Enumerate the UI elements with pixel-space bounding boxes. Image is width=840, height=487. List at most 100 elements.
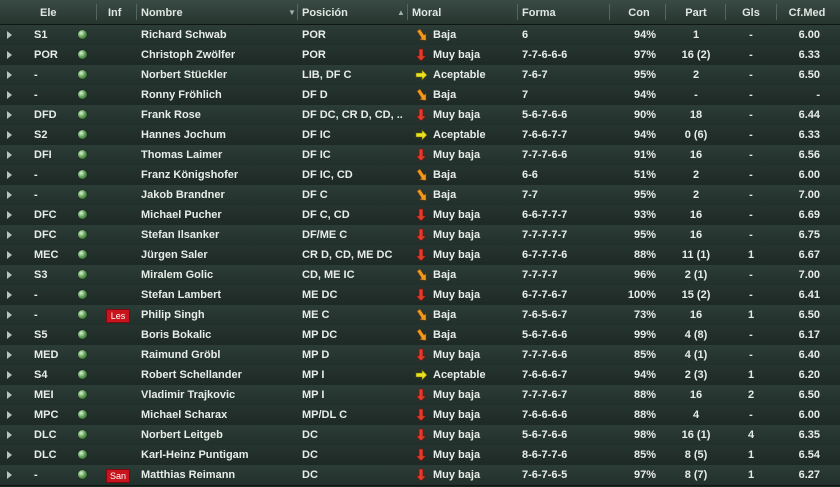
column-divider[interactable] — [297, 4, 298, 20]
table-row[interactable]: S2 Hannes Jochum DF IC Aceptable 7-6-6-7-7 94… — [0, 125, 840, 146]
cell-part: 16 (2) — [681, 49, 711, 61]
injury-tag[interactable]: San — [106, 469, 130, 483]
header-nombre[interactable]: Nombre — [141, 7, 183, 19]
expand-row-icon[interactable] — [7, 231, 12, 239]
cell-nombre[interactable]: Thomas Laimer — [141, 149, 223, 161]
table-row[interactable]: DFC Stefan Ilsanker DF/ME C Muy baja 7-7-7-7… — [0, 225, 840, 246]
table-row[interactable]: - Franz Königshofer DF IC, CD Baja 6-6 51% 2 - 6… — [0, 165, 840, 186]
expand-row-icon[interactable] — [7, 191, 12, 199]
cell-nombre[interactable]: Norbert Stückler — [141, 69, 228, 81]
table-row[interactable]: - Stefan Lambert ME DC Muy baja 6-7-7-6-7 100… — [0, 285, 840, 306]
header-cfmed[interactable]: Cf.Med — [788, 7, 826, 19]
expand-row-icon[interactable] — [7, 251, 12, 259]
cell-nombre[interactable]: Richard Schwab — [141, 29, 227, 41]
cell-nombre[interactable]: Frank Rose — [141, 109, 201, 121]
table-row[interactable]: MPC Michael Scharax MP/DL C Muy baja 7-6-6-6… — [0, 405, 840, 426]
expand-row-icon[interactable] — [7, 91, 12, 99]
cell-nombre[interactable]: Robert Schellander — [141, 369, 242, 381]
table-row[interactable]: MEI Vladimir Trajkovic MP I Muy baja 7-7-7-6… — [0, 385, 840, 406]
column-divider[interactable] — [136, 4, 137, 20]
status-dot-icon — [78, 350, 87, 359]
column-divider[interactable] — [725, 4, 726, 20]
expand-row-icon[interactable] — [7, 291, 12, 299]
cell-nombre[interactable]: Michael Pucher — [141, 209, 222, 221]
cell-nombre[interactable]: Vladimir Trajkovic — [141, 389, 236, 401]
expand-row-icon[interactable] — [7, 151, 12, 159]
injury-tag[interactable]: Les — [106, 309, 130, 323]
table-row[interactable]: - Jakob Brandner DF C Baja 7-7 95% 2 - 7.00 — [0, 185, 840, 206]
header-con[interactable]: Con — [628, 7, 650, 19]
table-row[interactable]: - San Matthias Reimann DC Muy baja 7-6-7-6-5 9… — [0, 465, 840, 486]
column-divider[interactable] — [517, 4, 518, 20]
header-posicion[interactable]: Posición — [302, 7, 348, 19]
table-row[interactable]: S1 Richard Schwab POR Baja 6 94% 1 - 6.00 — [0, 25, 840, 46]
cell-nombre[interactable]: Stefan Lambert — [141, 289, 222, 301]
cell-nombre[interactable]: Boris Bokalic — [141, 329, 212, 341]
expand-row-icon[interactable] — [7, 431, 12, 439]
header-ele[interactable]: Ele — [40, 7, 57, 19]
expand-row-icon[interactable] — [7, 131, 12, 139]
cell-nombre[interactable]: Ronny Fröhlich — [141, 89, 222, 101]
column-divider[interactable] — [96, 4, 97, 20]
cell-nombre[interactable]: Hannes Jochum — [141, 129, 226, 141]
expand-row-icon[interactable] — [7, 471, 12, 479]
cell-nombre[interactable]: Michael Scharax — [141, 409, 228, 421]
table-row[interactable]: DLC Karl-Heinz Puntigam DC Muy baja 8-6-7-7-… — [0, 445, 840, 466]
expand-row-icon[interactable] — [7, 391, 12, 399]
table-row[interactable]: S4 Robert Schellander MP I Aceptable 7-6-6-6… — [0, 365, 840, 386]
column-divider[interactable] — [407, 4, 408, 20]
cell-nombre[interactable]: Stefan Ilsanker — [141, 229, 220, 241]
table-row[interactable]: MEC Jürgen Saler CR D, CD, ME DC Muy baja 6-… — [0, 245, 840, 266]
table-row[interactable]: - Ronny Fröhlich DF D Baja 7 94% - - - — [0, 85, 840, 106]
table-row[interactable]: DFI Thomas Laimer DF IC Muy baja 7-7-7-6-6 91… — [0, 145, 840, 166]
header-inf[interactable]: Inf — [108, 7, 122, 19]
expand-row-icon[interactable] — [7, 311, 12, 319]
cell-nombre[interactable]: Raimund Gröbl — [141, 349, 221, 361]
cell-nombre[interactable]: Norbert Leitgeb — [141, 429, 223, 441]
table-row[interactable]: S5 Boris Bokalic MP DC Baja 5-6-7-6-6 99% 4 (8… — [0, 325, 840, 346]
table-row[interactable]: DFC Michael Pucher DF C, CD Muy baja 6-6-7-7… — [0, 205, 840, 226]
header-moral[interactable]: Moral — [412, 7, 442, 19]
table-row[interactable]: - Les Philip Singh ME C Baja 7-6-5-6-7 73% 16 1 6… — [0, 305, 840, 326]
expand-row-icon[interactable] — [7, 71, 12, 79]
cell-part: 16 (1) — [681, 429, 711, 441]
table-row[interactable]: S3 Miralem Golic CD, ME IC Baja 7-7-7-7 96% 2 … — [0, 265, 840, 286]
expand-row-icon[interactable] — [7, 331, 12, 339]
column-divider[interactable] — [665, 4, 666, 20]
column-divider[interactable] — [776, 4, 777, 20]
cell-nombre[interactable]: Philip Singh — [141, 309, 205, 321]
expand-row-icon[interactable] — [7, 371, 12, 379]
expand-row-icon[interactable] — [7, 31, 12, 39]
cell-nombre[interactable]: Karl-Heinz Puntigam — [141, 449, 249, 461]
expand-row-icon[interactable] — [7, 411, 12, 419]
cell-nombre[interactable]: Franz Königshofer — [141, 169, 239, 181]
column-divider[interactable] — [609, 4, 610, 20]
cell-cfmed: 6.33 — [798, 129, 820, 141]
table-row[interactable]: POR Christoph Zwölfer POR Muy baja 7-7-6-6-6… — [0, 45, 840, 66]
cell-nombre[interactable]: Miralem Golic — [141, 269, 214, 281]
expand-row-icon[interactable] — [7, 171, 12, 179]
cell-nombre[interactable]: Christoph Zwölfer — [141, 49, 236, 61]
table-row[interactable]: DLC Norbert Leitgeb DC Muy baja 5-6-7-6-6 98%… — [0, 425, 840, 446]
cell-nombre[interactable]: Matthias Reimann — [141, 469, 236, 481]
table-row[interactable]: MED Raimund Gröbl MP D Muy baja 7-7-7-6-6 85%… — [0, 345, 840, 366]
table-row[interactable]: - Norbert Stückler LIB, DF C Aceptable 7-6-7… — [0, 65, 840, 86]
cell-posicion: DF IC, CD — [302, 169, 353, 181]
cell-nombre[interactable]: Jakob Brandner — [141, 189, 225, 201]
cell-nombre[interactable]: Jürgen Saler — [141, 249, 208, 261]
cell-cfmed: 6.40 — [798, 349, 820, 361]
expand-row-icon[interactable] — [7, 451, 12, 459]
expand-row-icon[interactable] — [7, 271, 12, 279]
expand-row-icon[interactable] — [7, 51, 12, 59]
header-forma[interactable]: Forma — [522, 7, 556, 19]
cell-con: 93% — [633, 209, 656, 221]
cell-ele: DFC — [34, 209, 57, 221]
header-part[interactable]: Part — [685, 7, 707, 19]
expand-row-icon[interactable] — [7, 351, 12, 359]
table-row[interactable]: DFD Frank Rose DF DC, CR D, CD, .. Muy baja… — [0, 105, 840, 126]
cell-forma: 7-7-7-7-7 — [522, 229, 568, 241]
header-gls[interactable]: Gls — [742, 7, 760, 19]
expand-row-icon[interactable] — [7, 111, 12, 119]
expand-row-icon[interactable] — [7, 211, 12, 219]
cell-gls: - — [749, 49, 753, 61]
